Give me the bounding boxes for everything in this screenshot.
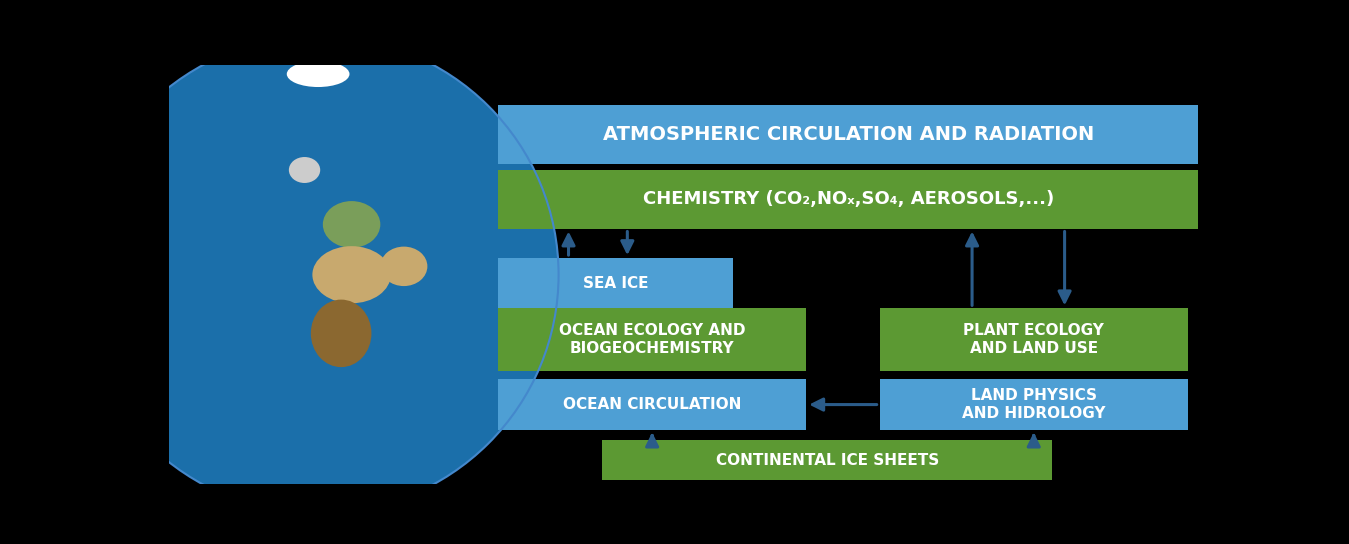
Text: CHEMISTRY (CO₂,NOₓ,SO₄, AEROSOLS,...): CHEMISTRY (CO₂,NOₓ,SO₄, AEROSOLS,...) (642, 190, 1054, 208)
Bar (498, 105, 1198, 164)
Ellipse shape (310, 300, 371, 367)
Ellipse shape (322, 201, 380, 248)
Text: OCEAN CIRCULATION: OCEAN CIRCULATION (563, 397, 742, 412)
Ellipse shape (287, 61, 349, 87)
Ellipse shape (289, 157, 320, 183)
Ellipse shape (78, 36, 558, 514)
Ellipse shape (380, 246, 428, 286)
Bar (498, 170, 1198, 228)
Bar (498, 380, 807, 430)
Text: LAND PHYSICS
AND HIDROLOGY: LAND PHYSICS AND HIDROLOGY (962, 388, 1106, 421)
Bar (880, 380, 1188, 430)
Ellipse shape (313, 246, 391, 304)
Bar (603, 440, 1052, 480)
Text: ATMOSPHERIC CIRCULATION AND RADIATION: ATMOSPHERIC CIRCULATION AND RADIATION (603, 125, 1094, 144)
Bar (498, 258, 734, 308)
Bar (880, 308, 1188, 371)
Bar (498, 308, 807, 371)
Text: SEA ICE: SEA ICE (583, 276, 649, 290)
Text: CONTINENTAL ICE SHEETS: CONTINENTAL ICE SHEETS (716, 453, 939, 468)
Text: PLANT ECOLOGY
AND LAND USE: PLANT ECOLOGY AND LAND USE (963, 324, 1105, 356)
Text: OCEAN ECOLOGY AND
BIOGEOCHEMISTRY: OCEAN ECOLOGY AND BIOGEOCHEMISTRY (558, 324, 746, 356)
